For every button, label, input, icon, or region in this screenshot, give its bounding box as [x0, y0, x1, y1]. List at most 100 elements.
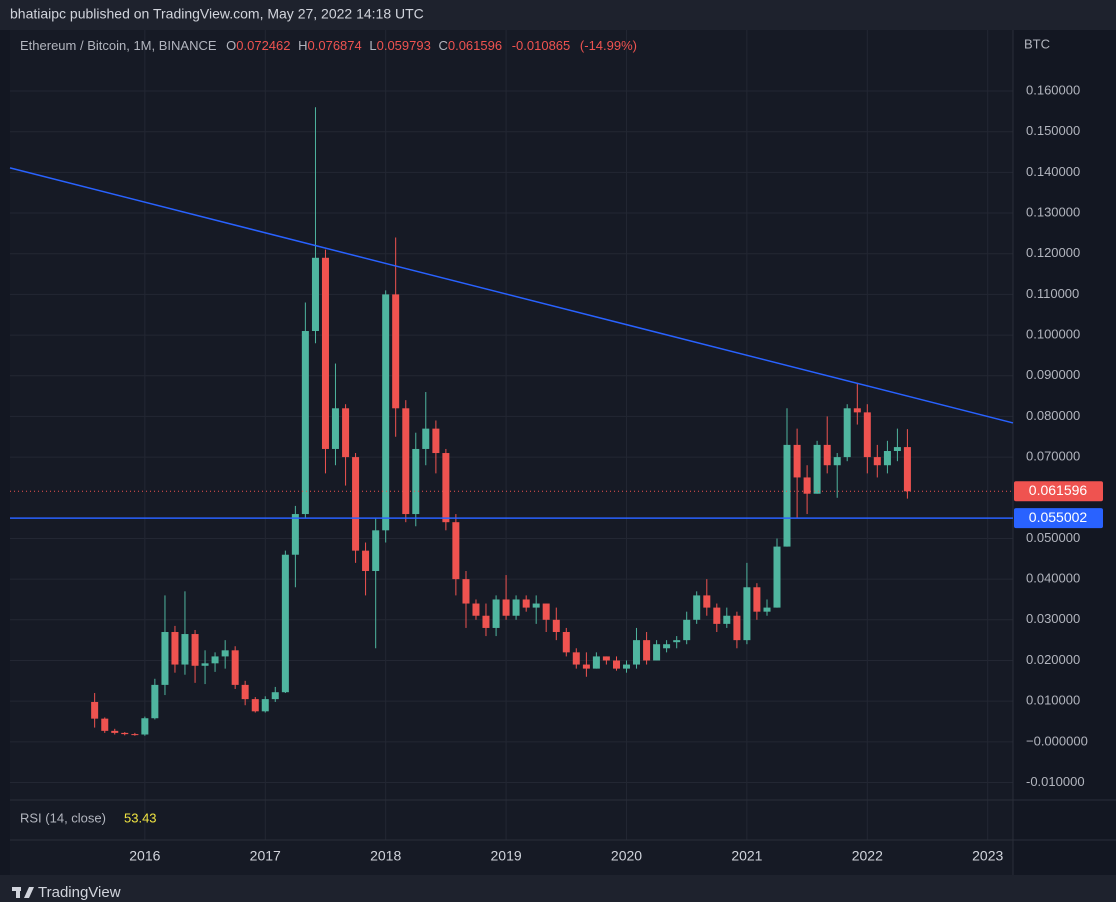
x-tick-label: 2023	[972, 848, 1003, 864]
y-tick-label: 0.130000	[1026, 204, 1080, 219]
candle-body	[211, 656, 219, 664]
candle-body	[362, 550, 370, 571]
candle-body	[442, 453, 450, 523]
change-pct: (-14.99%)	[580, 38, 637, 53]
candle-body	[813, 444, 821, 494]
y-tick-label: 0.050000	[1026, 530, 1080, 545]
candle-body	[903, 447, 911, 492]
grid	[10, 30, 1013, 840]
candle-body	[562, 632, 570, 653]
x-tick-label: 2020	[611, 848, 642, 864]
candle-body	[873, 457, 881, 466]
candle-body	[572, 652, 580, 665]
y-tick-label: 0.100000	[1026, 327, 1080, 342]
candle-body	[773, 546, 781, 608]
candle-body	[301, 331, 309, 515]
candle-body	[632, 640, 640, 665]
ohlc-value: 0.059793	[377, 38, 431, 53]
plot-area	[10, 30, 1013, 875]
candle-body	[181, 634, 189, 665]
candle-body	[723, 615, 731, 624]
y-tick-label: 0.090000	[1026, 367, 1080, 382]
candle-body	[763, 607, 771, 612]
candle-body	[853, 408, 861, 413]
candle-body	[382, 294, 390, 531]
candle-body	[863, 412, 871, 458]
price-box	[1014, 481, 1103, 502]
x-tick-label: 2016	[129, 848, 160, 864]
candle-body	[462, 579, 470, 604]
price-box	[1014, 508, 1103, 529]
candle-body	[261, 699, 269, 712]
x-tick-label: 2022	[852, 848, 883, 864]
trend-line	[9, 167, 1014, 424]
candle-body	[241, 684, 249, 700]
candle-body	[622, 664, 630, 669]
candle-body	[693, 595, 701, 620]
candle-body	[251, 699, 259, 712]
ohlc-value: 0.072462	[236, 38, 290, 53]
candle-body	[743, 587, 751, 641]
y-tick-label: 0.040000	[1026, 571, 1080, 586]
candle-body	[91, 701, 99, 719]
y-tick-label: 0.120000	[1026, 245, 1080, 260]
candle-body	[171, 632, 179, 665]
rsi-label: RSI (14, close)	[20, 810, 106, 825]
candle-body	[522, 599, 530, 608]
candle-body	[713, 607, 721, 624]
candle-body	[291, 514, 299, 555]
ohlc-value: 0.061596	[448, 38, 502, 53]
candle-body	[883, 450, 891, 466]
candle-body	[281, 554, 289, 693]
candle-body	[532, 603, 540, 608]
candle-body	[432, 428, 440, 454]
candle-body	[783, 444, 791, 547]
candle-body	[582, 664, 590, 669]
logo-shape	[16, 887, 20, 898]
y-tick-label: 0.070000	[1026, 449, 1080, 464]
y-tick-label: 0.020000	[1026, 652, 1080, 667]
candle-body	[331, 408, 339, 449]
x-tick-label: 2017	[250, 848, 281, 864]
candle-body	[311, 257, 319, 332]
candle-body	[131, 734, 139, 736]
y-tick-label: 0.140000	[1026, 164, 1080, 179]
candle-body	[893, 447, 901, 451]
candle-body	[221, 650, 229, 657]
candle-body	[101, 718, 109, 731]
candle-body	[412, 448, 420, 515]
candle-body	[161, 632, 169, 685]
y-tick-label: 0.030000	[1026, 611, 1080, 626]
candle-body	[542, 603, 550, 620]
y-tick-label: 0.150000	[1026, 123, 1080, 138]
candle-body	[653, 644, 661, 661]
candle-body	[803, 477, 811, 494]
y-tick-label: 0.080000	[1026, 408, 1080, 423]
publisher: bhatiaipc published on TradingView.com, …	[10, 6, 424, 22]
y-axis-label: BTC	[1024, 36, 1050, 51]
candle-body	[843, 408, 851, 458]
candle-body	[643, 640, 651, 661]
ohlc-key: H	[298, 38, 307, 53]
candle-body	[402, 408, 410, 515]
price-label: 0.055002	[1029, 509, 1088, 525]
candle-body	[141, 718, 149, 735]
candle-body	[833, 457, 841, 466]
y-tick-label: -0.010000	[1026, 774, 1085, 789]
candle-body	[321, 257, 329, 449]
x-tick-label: 2018	[370, 848, 401, 864]
candle-body	[512, 599, 520, 616]
candle-body	[352, 457, 360, 551]
price-label: 0.061596	[1029, 482, 1088, 498]
footer-brand: TradingView	[38, 884, 121, 901]
candle-body	[592, 656, 600, 669]
candle-body	[502, 599, 510, 616]
candle-body	[683, 619, 691, 641]
candle-body	[663, 644, 671, 649]
y-tick-label: 0.110000	[1026, 286, 1079, 301]
candle-body	[191, 634, 199, 666]
candle-body	[612, 660, 620, 669]
ohlc-key: L	[369, 38, 376, 53]
candle-body	[472, 603, 480, 616]
